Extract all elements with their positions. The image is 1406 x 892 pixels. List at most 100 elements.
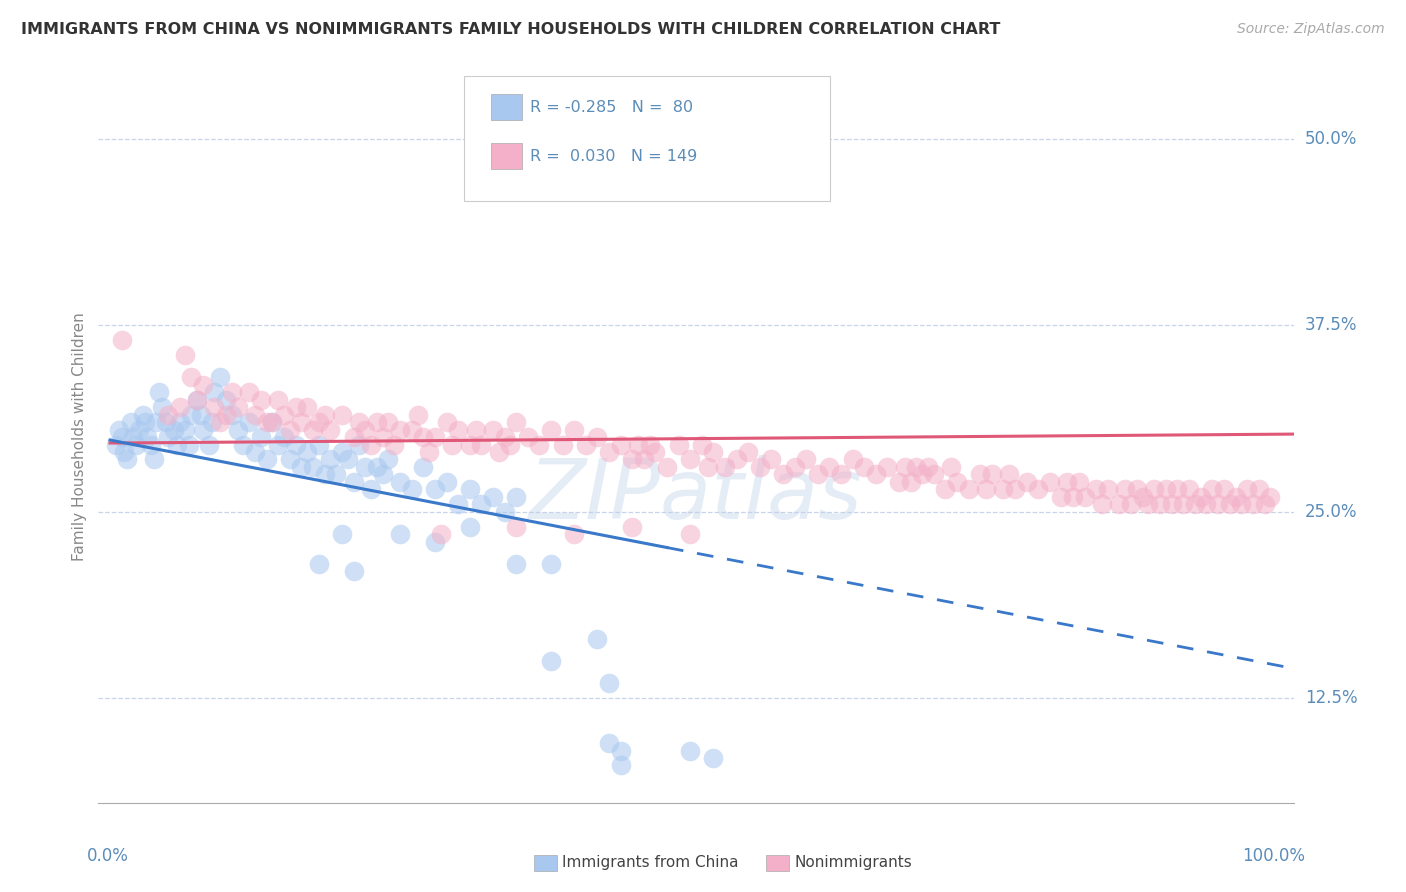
Point — [349, 415, 371, 429]
Point — [330, 445, 353, 459]
Point — [122, 430, 145, 444]
Point — [540, 654, 562, 668]
Point — [1126, 483, 1149, 497]
Point — [111, 430, 134, 444]
Point — [131, 408, 153, 422]
Point — [389, 527, 412, 541]
Point — [128, 423, 150, 437]
Point — [505, 415, 527, 429]
Point — [232, 437, 254, 451]
Point — [1178, 483, 1201, 497]
Point — [998, 467, 1021, 482]
Point — [586, 430, 609, 444]
Point — [297, 401, 319, 415]
Point — [209, 370, 232, 384]
Point — [319, 452, 342, 467]
Point — [494, 430, 516, 444]
Point — [1247, 483, 1270, 497]
Point — [302, 423, 325, 437]
Point — [169, 415, 191, 429]
Point — [186, 392, 208, 407]
Point — [702, 751, 724, 765]
Point — [1241, 497, 1264, 511]
Point — [412, 459, 434, 474]
Point — [377, 415, 399, 429]
Point — [725, 452, 748, 467]
Point — [598, 736, 620, 750]
Point — [204, 385, 226, 400]
Text: 100.0%: 100.0% — [1243, 847, 1306, 864]
Point — [150, 401, 173, 415]
Point — [505, 519, 527, 533]
Point — [120, 415, 142, 429]
Point — [180, 370, 202, 384]
Point — [148, 385, 170, 400]
Text: 25.0%: 25.0% — [1305, 503, 1357, 521]
Point — [621, 452, 644, 467]
Point — [1212, 483, 1234, 497]
Point — [529, 437, 551, 451]
Point — [894, 459, 917, 474]
Point — [174, 423, 197, 437]
Point — [974, 483, 997, 497]
Point — [284, 437, 307, 451]
Point — [250, 392, 273, 407]
Point — [551, 437, 574, 451]
Point — [308, 557, 330, 571]
Point — [308, 415, 330, 429]
Point — [1132, 490, 1154, 504]
Point — [668, 437, 690, 451]
Point — [794, 452, 817, 467]
Point — [330, 527, 353, 541]
Point — [155, 415, 177, 429]
Point — [343, 430, 366, 444]
Point — [807, 467, 830, 482]
Point — [783, 459, 806, 474]
Point — [516, 430, 538, 444]
Point — [104, 437, 127, 451]
Point — [243, 408, 266, 422]
Point — [201, 415, 224, 429]
Point — [1137, 497, 1160, 511]
Point — [969, 467, 991, 482]
Point — [169, 401, 191, 415]
Text: Immigrants from China: Immigrants from China — [562, 855, 740, 870]
Point — [418, 445, 440, 459]
Point — [957, 483, 980, 497]
Point — [297, 445, 319, 459]
Point — [934, 483, 956, 497]
Point — [143, 452, 166, 467]
Point — [250, 430, 273, 444]
Point — [609, 758, 631, 772]
Point — [302, 459, 325, 474]
Point — [1195, 497, 1218, 511]
Point — [1039, 475, 1062, 489]
Point — [1143, 483, 1166, 497]
Point — [308, 437, 330, 451]
Point — [1189, 490, 1212, 504]
Point — [598, 445, 620, 459]
Point — [157, 430, 180, 444]
Point — [191, 423, 214, 437]
Text: IMMIGRANTS FROM CHINA VS NONIMMIGRANTS FAMILY HOUSEHOLDS WITH CHILDREN CORRELATI: IMMIGRANTS FROM CHINA VS NONIMMIGRANTS F… — [21, 22, 1001, 37]
Point — [458, 437, 481, 451]
Point — [256, 415, 278, 429]
Point — [499, 437, 522, 451]
Point — [655, 459, 678, 474]
Point — [124, 437, 146, 451]
Point — [401, 423, 423, 437]
Point — [112, 445, 135, 459]
Point — [180, 408, 202, 422]
Point — [1230, 497, 1253, 511]
Point — [1219, 497, 1241, 511]
Point — [562, 527, 585, 541]
Point — [1173, 497, 1195, 511]
Point — [117, 452, 139, 467]
Point — [382, 437, 405, 451]
Point — [290, 415, 312, 429]
Point — [540, 557, 562, 571]
Point — [598, 676, 620, 690]
Point — [679, 527, 702, 541]
Text: ZIPatlas: ZIPatlas — [529, 455, 863, 536]
Point — [1114, 483, 1136, 497]
